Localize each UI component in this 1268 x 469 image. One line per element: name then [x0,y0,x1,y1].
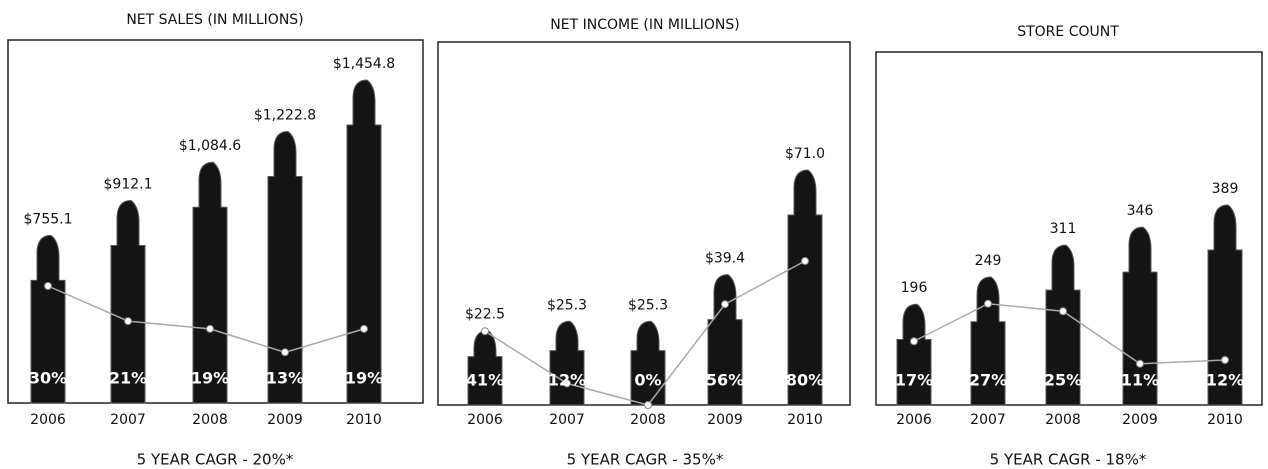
lipstick-bar [267,131,303,404]
growth-label: 80% [786,371,824,390]
growth-label: 12% [1206,371,1244,390]
x-tick-label: 2006 [30,412,66,428]
value-label: $39.4 [705,251,745,267]
growth-label: 12% [548,371,586,390]
x-tick-label: 2009 [1122,412,1158,428]
growth-point [910,337,918,346]
lipstick-bar [192,161,228,404]
growth-point [721,300,729,309]
x-tick-label: 2007 [549,412,585,428]
x-tick-label: 2007 [110,412,146,428]
value-label: 249 [975,253,1002,269]
x-tick-label: 2006 [896,412,932,428]
value-label: 196 [901,280,928,296]
x-tick-label: 2008 [192,412,228,428]
lipstick-bar [1045,244,1081,406]
growth-point [563,379,571,388]
value-label: $755.1 [24,211,73,227]
value-label: 346 [1127,203,1154,219]
chart-title: STORE COUNT [1017,24,1119,40]
growth-point [801,257,809,265]
lipstick-bar [1207,204,1243,406]
growth-label: 0% [634,371,661,390]
growth-label: 17% [895,371,933,390]
growth-point [360,324,368,333]
lipstick-bar [346,79,382,404]
growth-label: 21% [109,369,147,388]
growth-point [481,327,489,336]
growth-label: 30% [29,369,67,388]
lipstick-bar [630,320,666,406]
value-label: $71.0 [785,146,825,162]
growth-point [1059,307,1067,316]
growth-label: 19% [191,369,229,388]
growth-point [644,401,652,409]
lipstick-bar [549,320,585,406]
x-tick-label: 2010 [1207,412,1243,428]
lipstick-bar [787,169,823,406]
growth-point [124,317,132,326]
value-label: 311 [1050,221,1077,237]
lipstick-bar [467,330,503,406]
growth-point [206,324,214,333]
growth-point [281,348,289,357]
x-tick-label: 2008 [1045,412,1081,428]
x-tick-label: 2009 [707,412,743,428]
value-label: $1,222.8 [254,108,316,124]
value-label: 389 [1212,181,1239,197]
value-label: $1,454.8 [333,56,395,72]
lipstick-bar [1122,226,1158,406]
lipstick-bar [707,274,743,406]
x-tick-label: 2010 [346,412,382,428]
lipstick-bar [970,276,1006,406]
growth-label: 19% [345,369,383,388]
growth-point [44,282,52,290]
value-label: $912.1 [104,176,153,192]
growth-label: 41% [466,371,504,390]
value-label: $25.3 [547,297,587,313]
growth-label: 13% [266,369,304,388]
x-tick-label: 2008 [630,412,666,428]
growth-label: 56% [706,371,744,390]
chart-title: NET INCOME (IN MILLIONS) [550,17,739,33]
lipstick-bar [896,303,932,406]
x-tick-label: 2007 [970,412,1006,428]
value-label: $1,084.6 [179,138,241,154]
growth-label: 25% [1044,371,1082,390]
lipstick-bar [110,199,146,404]
x-tick-label: 2010 [787,412,823,428]
growth-point [984,299,992,308]
lipstick-bar [30,234,66,404]
x-tick-label: 2009 [267,412,303,428]
chart-note: 5 YEAR CAGR - 35%* [567,451,724,469]
x-tick-label: 2006 [467,412,503,428]
chart-note: 5 YEAR CAGR - 20%* [137,451,294,469]
growth-label: 11% [1121,371,1159,390]
value-label: $25.3 [628,297,668,313]
chart-note: 5 YEAR CAGR - 18%* [990,451,1147,469]
value-label: $22.5 [465,307,505,323]
growth-point [1136,359,1144,368]
growth-point [1221,356,1229,364]
growth-label: 27% [969,371,1007,390]
chart-title: NET SALES (IN MILLIONS) [126,12,303,28]
